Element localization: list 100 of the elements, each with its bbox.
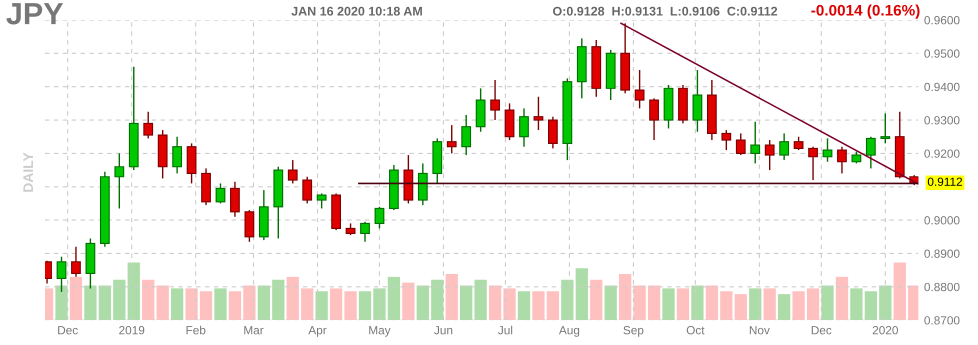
bar [648,286,660,320]
bar [806,288,820,320]
bar [416,286,429,320]
bar [156,286,169,320]
bar [864,291,877,320]
candlestick [880,112,890,144]
bar [764,288,776,320]
x-tick-label: Oct [686,326,704,334]
bar [503,288,516,320]
x-tick-label: Sep [623,326,644,337]
chart-title: JPY [6,3,64,24]
candlestick [230,181,240,218]
candlestick [750,121,760,164]
x-tick-label: Feb [186,326,206,334]
bar [488,286,502,320]
x-tick-label: Aug [558,326,580,337]
y-tick-label: 0.9400 [924,82,960,92]
bar [446,274,458,320]
bar [258,286,270,320]
candlestick [316,192,327,210]
candlestick [288,159,298,184]
bar [113,280,126,320]
y-tick-label: 0.9200 [924,149,960,158]
bar [70,276,82,320]
bar [894,262,906,320]
candlestick [634,69,645,110]
bar [402,282,415,320]
bar [98,286,112,320]
candlestick [794,136,804,151]
y-tick-label: 0.8800 [924,282,960,292]
bar [214,288,227,320]
candlestick [779,132,790,161]
x-tick-label: 2019 [119,326,144,334]
candlestick [374,206,384,230]
candlestick [346,222,356,236]
bar [373,288,386,320]
bar [358,291,372,320]
candlestick [216,182,226,204]
x-tick-label: Jun [434,326,452,334]
bar [128,262,140,320]
bar [821,286,834,320]
bar [388,276,400,320]
bar [170,288,184,320]
bar [879,286,892,320]
candlestick [721,129,732,151]
bar [344,291,357,320]
x-tick-label: 2020 [872,326,898,334]
bar [55,286,68,320]
bar [720,291,732,320]
candlestick [548,116,558,150]
candlestick [736,132,746,156]
bar [532,291,545,320]
bar [474,280,487,320]
text: -0.0014 (0.16%) [811,4,920,19]
bar [84,286,97,320]
bar [662,288,675,320]
bar [431,280,444,320]
y-tick-label: 0.9000 [924,216,960,225]
candlestick [519,108,529,148]
candlestick [852,151,862,164]
bar [518,291,530,320]
candlestick [490,79,500,121]
y-tick-label: 0.8700 [924,316,960,325]
candlestick [461,114,472,156]
x-tick-label: Dec [58,326,78,334]
candlestick [822,138,832,162]
bar [200,291,212,320]
bar [778,294,790,320]
y-tick-label: 0.9500 [924,49,960,58]
bar [576,268,588,320]
bar [460,286,472,320]
candlestick [302,176,312,204]
annotation: 0.9112 [928,178,962,186]
x-tick-label: Jul [498,326,512,334]
bar [142,280,154,320]
bar [286,276,299,320]
bar [836,276,848,320]
bar [749,288,762,320]
bar [561,280,574,320]
candlestick [837,146,847,174]
y-tick-label: 0.8900 [924,249,960,258]
candlestick [446,124,457,154]
x-tick-label: Nov [750,326,770,334]
candlestick [534,96,544,131]
x-tick-label: Mar [244,326,264,334]
candlestick [808,146,818,181]
chart-subtitle: JAN 16 2020 10:18 AM [291,6,422,16]
bar [243,286,256,320]
bar [734,294,747,320]
bar [590,280,602,320]
candlestick [764,139,775,171]
bar [850,288,863,320]
bar [706,286,718,320]
candlestick [172,136,182,174]
candlestick [360,221,370,242]
candlestick [143,111,154,140]
x-tick-label: Apr [308,326,327,337]
bar [676,288,690,320]
bar [604,286,617,320]
bar [633,286,646,320]
